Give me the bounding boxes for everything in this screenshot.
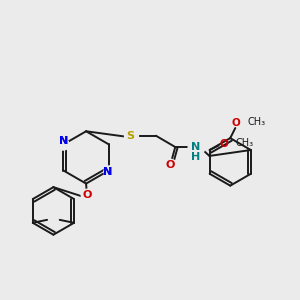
Text: CH₃: CH₃ xyxy=(235,138,253,148)
Text: N: N xyxy=(103,167,112,177)
Text: S: S xyxy=(127,131,135,141)
Text: O: O xyxy=(232,118,241,128)
Text: O: O xyxy=(165,160,175,170)
Text: O: O xyxy=(82,190,92,200)
Text: O: O xyxy=(220,139,228,149)
Text: N: N xyxy=(59,136,68,146)
Text: CH₃: CH₃ xyxy=(248,117,266,127)
Text: H: H xyxy=(191,152,201,161)
Text: N: N xyxy=(191,142,201,152)
Text: N: N xyxy=(103,167,112,177)
Text: N: N xyxy=(59,136,68,146)
